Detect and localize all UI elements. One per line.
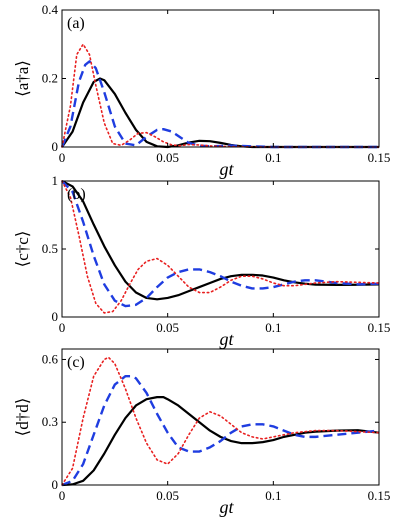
series-line-solid-panel-2	[61, 180, 380, 301]
series-line-dotted-panel-3	[61, 356, 380, 486]
axes-frame-panel-2	[61, 180, 380, 318]
y-tick-label: 0	[52, 139, 59, 154]
x-tick-label: 0.15	[368, 488, 391, 503]
x-tick-label: 0.05	[156, 488, 179, 503]
series-line-solid-panel-3	[61, 396, 380, 487]
series-line-dotted-panel-1	[61, 43, 380, 148]
x-tick-label: 0.1	[265, 488, 281, 503]
y-tick-label: 0	[52, 477, 59, 492]
panel-label: (a)	[67, 15, 85, 32]
panel-label: (c)	[67, 354, 85, 371]
x-tick-label: 0.15	[368, 150, 391, 165]
y-axis-label: ⟨c†c⟩	[13, 231, 32, 268]
x-axis-label: gt	[219, 159, 234, 179]
y-axis-label: ⟨d†d⟩	[13, 398, 32, 437]
y-axis-label: ⟨a†a⟩	[13, 60, 32, 97]
y-tick-label: 0.6	[42, 351, 59, 366]
y-tick-label: 0.5	[42, 241, 58, 256]
y-tick-label: 0.4	[42, 2, 59, 17]
y-tick-label: 1	[52, 173, 59, 188]
x-tick-label: 0.1	[265, 320, 281, 335]
panel-label: (b)	[67, 186, 86, 203]
x-tick-label: 0.05	[156, 150, 179, 165]
x-axis-label: gt	[219, 497, 234, 517]
x-tick-label: 0	[59, 320, 66, 335]
x-tick-label: 0	[59, 488, 66, 503]
x-tick-label: 0.15	[368, 320, 391, 335]
x-tick-label: 0.1	[265, 150, 281, 165]
series-line-dashed-panel-1	[60, 60, 379, 149]
y-tick-label: 0	[52, 309, 59, 324]
y-tick-label: 0.2	[42, 71, 58, 86]
x-tick-label: 0	[59, 150, 66, 165]
x-tick-label: 0.05	[156, 320, 179, 335]
axes-frame-panel-3	[61, 348, 380, 486]
series-line-dotted-panel-2	[61, 180, 380, 314]
axes-frame-panel-1	[61, 9, 380, 148]
y-tick-label: 0.3	[42, 414, 58, 429]
series-line-dashed-panel-3	[61, 375, 380, 487]
x-axis-label: gt	[219, 329, 234, 349]
